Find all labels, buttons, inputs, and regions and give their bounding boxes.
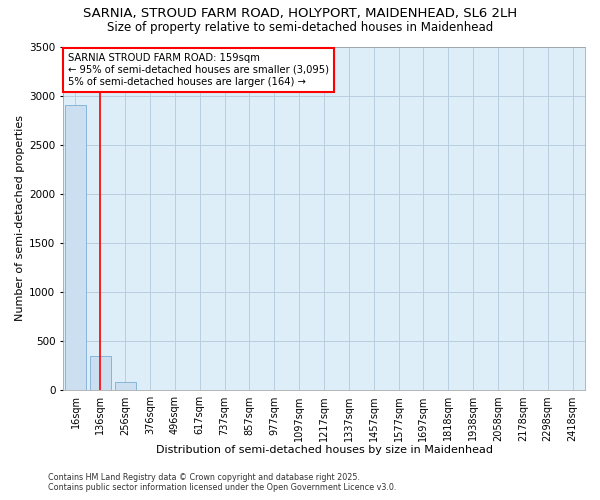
Text: SARNIA, STROUD FARM ROAD, HOLYPORT, MAIDENHEAD, SL6 2LH: SARNIA, STROUD FARM ROAD, HOLYPORT, MAID… bbox=[83, 8, 517, 20]
Bar bbox=[115, 382, 136, 390]
Bar bbox=[65, 106, 86, 391]
Text: Size of property relative to semi-detached houses in Maidenhead: Size of property relative to semi-detach… bbox=[107, 21, 493, 34]
Bar bbox=[90, 356, 111, 390]
Text: SARNIA STROUD FARM ROAD: 159sqm
← 95% of semi-detached houses are smaller (3,095: SARNIA STROUD FARM ROAD: 159sqm ← 95% of… bbox=[68, 54, 329, 86]
Text: Contains HM Land Registry data © Crown copyright and database right 2025.
Contai: Contains HM Land Registry data © Crown c… bbox=[48, 473, 397, 492]
Y-axis label: Number of semi-detached properties: Number of semi-detached properties bbox=[15, 116, 25, 322]
X-axis label: Distribution of semi-detached houses by size in Maidenhead: Distribution of semi-detached houses by … bbox=[155, 445, 493, 455]
